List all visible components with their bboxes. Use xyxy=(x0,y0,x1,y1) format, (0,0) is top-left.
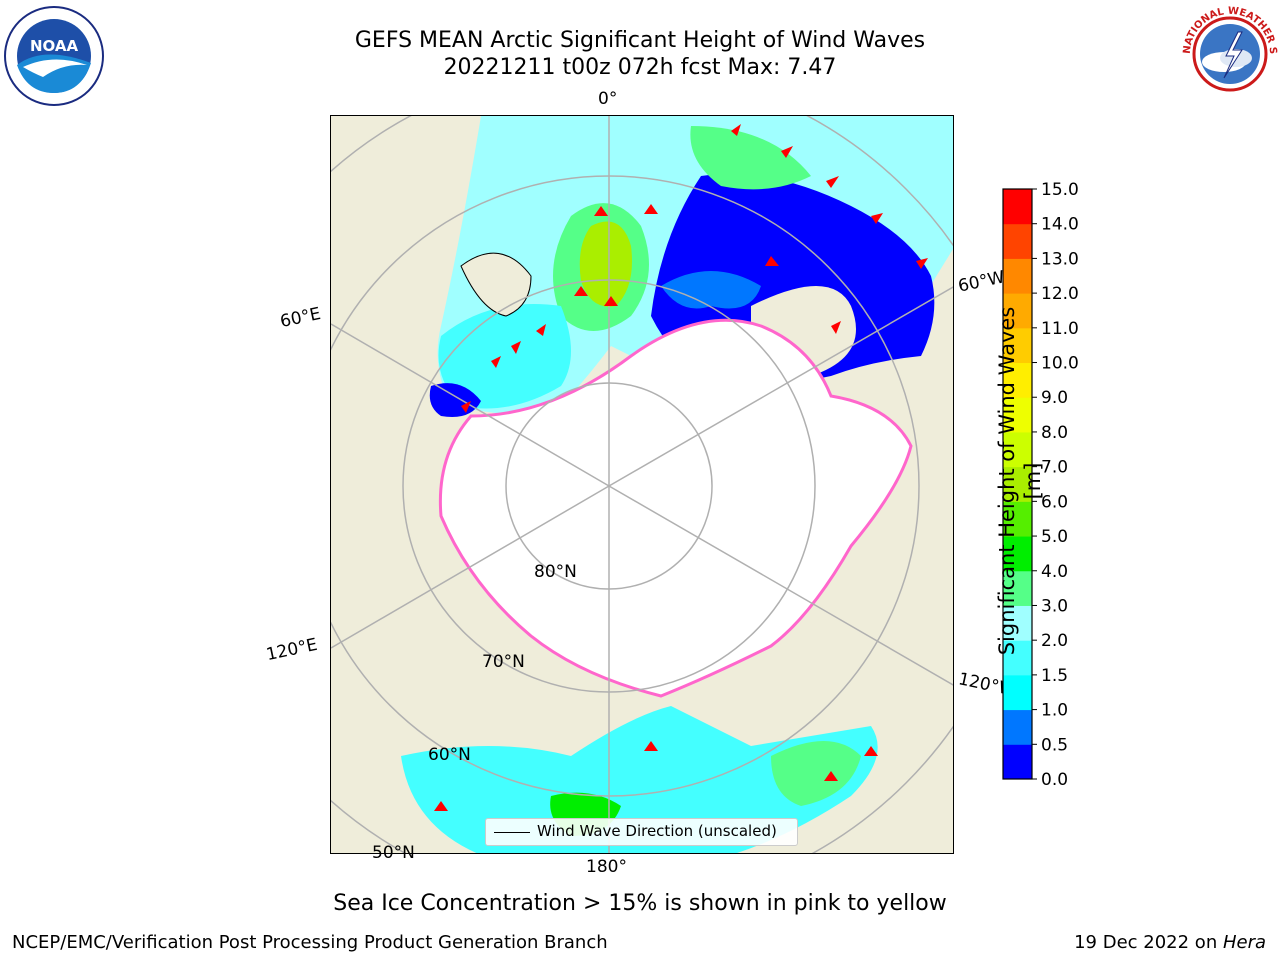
colorbar: 0.0 0.5 1.0 1.5 2.0 3.0 4.0 5.0 6.0 7.0 8.0 9.0 10.0… xyxy=(1002,180,1079,790)
waves-yellowgreen xyxy=(579,221,632,307)
ocean-lightblue-edge xyxy=(661,271,761,309)
colorbar-tick-label: 5.0 xyxy=(1041,527,1068,547)
colorbar-tick-label: 9.0 xyxy=(1041,388,1068,408)
wind-arrow xyxy=(916,258,928,269)
land-scandinavia xyxy=(460,252,532,317)
colorbar-tick-label: 0.5 xyxy=(1041,735,1068,755)
wind-arrow xyxy=(604,296,618,306)
lat-label-80: 80°N xyxy=(534,562,577,582)
colorbar-tick-label: 4.0 xyxy=(1041,562,1068,582)
colorbar-tick-label: 1.0 xyxy=(1041,701,1068,721)
lat-label-70: 70°N xyxy=(482,652,525,672)
colorbar-bin xyxy=(1003,189,1032,225)
wind-arrow xyxy=(644,204,658,214)
colorbar-bin xyxy=(1003,570,1032,606)
map-canvas xyxy=(331,116,953,853)
wind-arrow xyxy=(644,741,658,751)
wind-arrow xyxy=(781,146,793,158)
colorbar-tick-label: 0.0 xyxy=(1041,770,1068,790)
lon-label-0: 0° xyxy=(598,89,618,109)
colorbar-bin xyxy=(1003,674,1032,711)
colorbar-tick-label: 7.0 xyxy=(1041,458,1068,478)
credit-host: Hera xyxy=(1222,932,1266,953)
lon-label-120e: 120°E xyxy=(264,634,320,666)
lon-label-60e: 60°E xyxy=(278,303,323,333)
colorbar-tick-label: 11.0 xyxy=(1041,319,1079,339)
wind-arrow xyxy=(765,256,779,266)
colorbar-tick-label: 13.0 xyxy=(1041,249,1079,269)
chart-title: GEFS MEAN Arctic Significant Height of W… xyxy=(354,28,926,53)
colorbar-tick-label: 8.0 xyxy=(1041,423,1068,443)
wind-arrow xyxy=(871,213,883,224)
colorbar-bin xyxy=(1003,605,1032,641)
colorbar-tick-label: 3.0 xyxy=(1041,596,1068,616)
waves-green-bering xyxy=(771,741,861,806)
colorbar-bin xyxy=(1003,223,1032,259)
credit-date: 19 Dec 2022 on xyxy=(1074,932,1223,953)
wind-arrow xyxy=(864,746,878,756)
colorbar-bin xyxy=(1003,744,1032,780)
credit-right: 19 Dec 2022 on Hera xyxy=(1074,932,1266,953)
wind-arrow xyxy=(731,124,741,136)
nws-logo: NATIONAL WEATHER SERVICE xyxy=(1180,4,1278,102)
wind-arrow xyxy=(434,801,448,811)
lon-label-180: 180° xyxy=(586,857,627,877)
noaa-logo: NOAA xyxy=(4,6,104,106)
colorbar-label: Significant Height of Wind Waves [m] xyxy=(995,306,1045,656)
wind-arrow xyxy=(826,176,839,188)
credit-left: NCEP/EMC/Verification Post Processing Pr… xyxy=(12,932,608,953)
chart-subtitle: 20221211 t00z 072h fcst Max: 7.47 xyxy=(443,55,837,80)
colorbar-bin xyxy=(1003,258,1032,294)
footnote: Sea Ice Concentration > 15% is shown in … xyxy=(333,891,947,916)
waves-green-north xyxy=(690,126,811,190)
wind-arrow xyxy=(461,401,471,413)
ocean-pacific xyxy=(401,706,878,853)
wind-arrow xyxy=(594,206,608,216)
colorbar-bin xyxy=(1003,431,1032,468)
colorbar-bin xyxy=(1003,536,1032,572)
legend-entry: Wind Wave Direction (unscaled) xyxy=(537,822,777,840)
colorbar-tick-label: 6.0 xyxy=(1041,492,1068,512)
colorbar-bin xyxy=(1003,397,1032,433)
lat-label-50: 50°N xyxy=(372,843,415,863)
colorbar-tick-label: 10.0 xyxy=(1041,354,1079,374)
legend-line-swatch xyxy=(494,832,530,833)
wind-arrow xyxy=(536,324,546,336)
colorbar-bin xyxy=(1003,293,1032,329)
colorbar-bin xyxy=(1003,709,1032,745)
map-panel xyxy=(330,115,954,854)
colorbar-bin xyxy=(1003,640,1032,676)
wind-arrow xyxy=(824,771,838,781)
colorbar-bin xyxy=(1003,466,1032,502)
map-legend: Wind Wave Direction (unscaled) xyxy=(485,818,798,846)
wind-arrows xyxy=(434,124,928,811)
wind-arrow xyxy=(511,341,521,354)
lat-label-60: 60°N xyxy=(428,745,471,765)
colorbar-tick-label: 2.0 xyxy=(1041,631,1068,651)
colorbar-tick-label: 12.0 xyxy=(1041,284,1079,304)
colorbar-frame xyxy=(1002,188,1033,780)
noaa-logo-text: NOAA xyxy=(30,37,79,55)
colorbar-bin xyxy=(1003,327,1032,364)
wind-arrow xyxy=(574,286,588,296)
colorbar-tick-label: 15.0 xyxy=(1041,180,1079,200)
colorbar-tick-label: 14.0 xyxy=(1041,215,1079,235)
wind-arrow xyxy=(491,356,501,368)
colorbar-tick-label: 1.5 xyxy=(1041,666,1068,686)
ocean-blue-kara xyxy=(429,383,481,417)
sea-ice-central xyxy=(438,318,913,698)
wind-arrow xyxy=(831,321,841,334)
colorbar-bin xyxy=(1003,362,1032,398)
colorbar-bin xyxy=(1003,501,1032,537)
